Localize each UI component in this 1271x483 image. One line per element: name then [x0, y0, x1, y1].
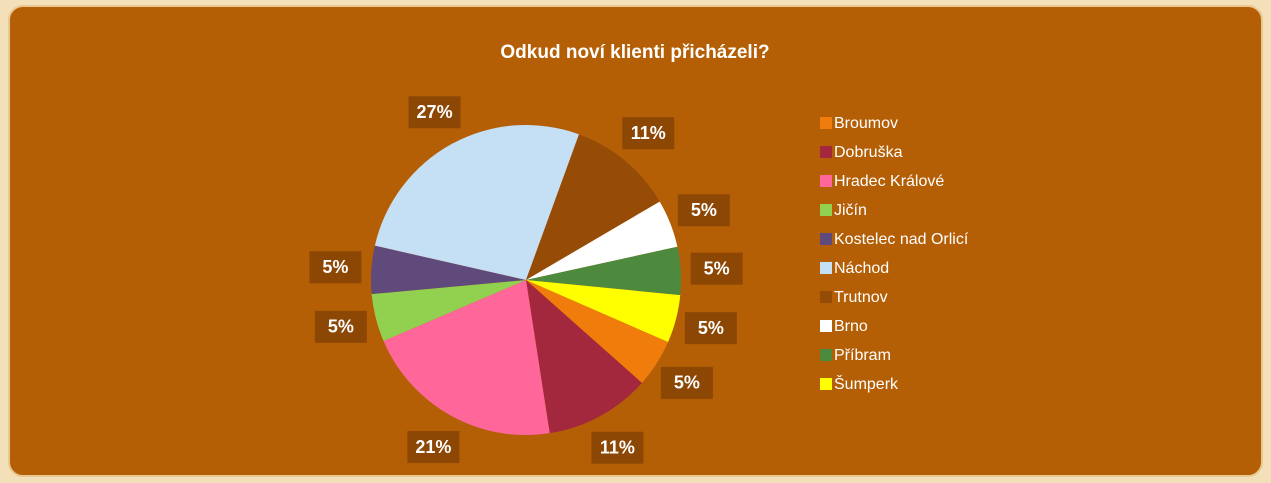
legend-swatch [820, 320, 832, 332]
data-label-box [684, 312, 737, 345]
data-label: 5% [691, 200, 717, 220]
pie-slice [526, 246, 681, 296]
legend-swatch [820, 146, 832, 158]
legend-swatch [820, 291, 832, 303]
data-label: 27% [417, 102, 453, 122]
data-label-box [314, 310, 367, 343]
pie-slice [383, 280, 550, 435]
pie-slice [374, 124, 580, 280]
data-label: 11% [600, 437, 635, 457]
legend-label: Příbram [834, 347, 891, 364]
legend-swatch [820, 349, 832, 361]
data-label-box [309, 251, 362, 284]
legend-swatch [820, 204, 832, 216]
data-label-box [690, 252, 743, 285]
data-label-box [407, 431, 460, 464]
data-label: 5% [704, 258, 730, 278]
data-label: 11% [631, 123, 666, 143]
legend-label: Hradec Králové [834, 173, 944, 190]
data-label: 5% [322, 257, 348, 277]
data-label-box [408, 96, 461, 129]
legend-label: Broumov [834, 115, 898, 132]
legend-swatch [820, 117, 832, 129]
data-label: 5% [674, 373, 700, 393]
legend-label: Kostelec nad Orlicí [834, 231, 969, 248]
legend-label: Jičín [834, 202, 867, 219]
data-label-box [591, 431, 644, 464]
chart-title: Odkud noví klienti přicházeli? [500, 42, 769, 63]
data-label-box [677, 194, 730, 227]
pie-slice [526, 280, 642, 434]
data-label: 5% [698, 318, 724, 338]
legend-swatch [820, 233, 832, 245]
pie-slice [371, 280, 526, 342]
data-label-box [622, 117, 675, 150]
data-label-box [660, 366, 713, 399]
pie-slice [526, 280, 669, 383]
pie-slice [526, 201, 678, 280]
legend-label: Trutnov [834, 289, 888, 306]
pie-slice [526, 280, 681, 343]
legend-label: Brno [834, 318, 868, 335]
legend-swatch [820, 378, 832, 390]
legend-swatch [820, 262, 832, 274]
legend-label: Náchod [834, 260, 889, 277]
legend-label: Šumperk [834, 374, 899, 393]
pie-slice [370, 245, 526, 295]
data-label: 21% [415, 437, 451, 457]
pie-slice [526, 134, 660, 280]
data-label: 5% [328, 317, 354, 337]
legend-swatch [820, 175, 832, 187]
legend-label: Dobruška [834, 144, 903, 161]
